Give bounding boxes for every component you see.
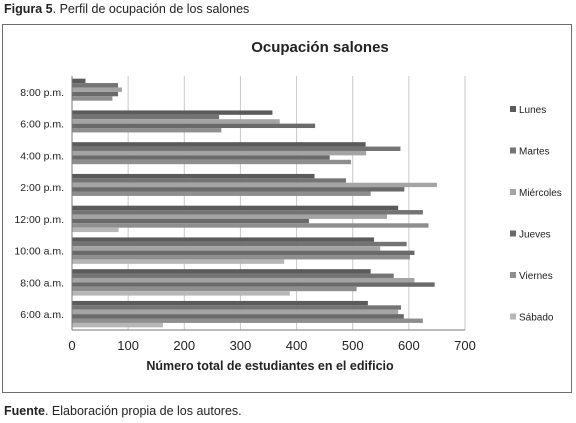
bar-jueves-4 bbox=[72, 187, 405, 192]
bar-jueves-5 bbox=[72, 155, 330, 160]
bar-miércoles-3 bbox=[72, 214, 387, 219]
bar-sábado-2 bbox=[72, 259, 285, 264]
source-label: Fuente bbox=[4, 404, 45, 418]
y-tick-label: 2:00 p.m. bbox=[20, 182, 64, 194]
bar-lunes-2 bbox=[72, 237, 375, 242]
y-tick-label: 4:00 p.m. bbox=[20, 150, 64, 162]
legend-swatch bbox=[510, 147, 516, 154]
bar-martes-1 bbox=[72, 273, 394, 278]
bar-lunes-7 bbox=[72, 78, 86, 84]
bar-miércoles-0 bbox=[72, 309, 399, 315]
figure-caption-text: . Perfil de ocupación de los salones bbox=[52, 2, 250, 16]
bar-miércoles-6 bbox=[72, 119, 280, 124]
bar-miércoles-4 bbox=[72, 182, 437, 188]
bar-miércoles-7 bbox=[72, 87, 122, 92]
bar-viernes-3 bbox=[72, 223, 429, 228]
bar-martes-0 bbox=[72, 305, 401, 310]
x-tick-label: 600 bbox=[398, 338, 420, 353]
x-axis-title: Número total de estudiantes en el edific… bbox=[146, 359, 394, 373]
source-text: . Elaboración propia de los autores. bbox=[44, 404, 242, 418]
x-tick-label: 200 bbox=[173, 338, 195, 353]
legend-label: Martes bbox=[519, 147, 550, 158]
bar-martes-4 bbox=[72, 178, 346, 183]
axes: 0 100 200 300 400 500 600 700 6:00 a.m. 8:00 a.m.… bbox=[14, 76, 476, 353]
legend-label: Lunes bbox=[519, 105, 546, 116]
x-tick-label: 0 bbox=[68, 338, 75, 353]
chart-frame bbox=[2, 24, 572, 393]
bar-jueves-7 bbox=[72, 91, 119, 97]
bar-jueves-6 bbox=[72, 123, 316, 129]
x-tick-label: 700 bbox=[454, 338, 476, 353]
y-tick-label: 6:00 p.m. bbox=[20, 119, 64, 131]
bar-lunes-4 bbox=[72, 173, 315, 179]
source-note: Fuente. Elaboración propia de los autore… bbox=[4, 404, 242, 418]
bar-jueves-0 bbox=[72, 314, 404, 319]
legend-swatch bbox=[510, 272, 516, 278]
bar-viernes-1 bbox=[72, 286, 357, 292]
legend-label: Viernes bbox=[519, 271, 553, 282]
bar-martes-7 bbox=[72, 83, 119, 88]
bar-sábado-1 bbox=[72, 291, 290, 296]
bar-martes-2 bbox=[72, 241, 407, 247]
bar-viernes-7 bbox=[72, 96, 113, 101]
legend-swatch bbox=[510, 230, 516, 237]
legend-label: Miércoles bbox=[519, 188, 562, 199]
x-tick-label: 100 bbox=[117, 338, 139, 353]
legend-swatch bbox=[510, 313, 516, 320]
bar-martes-3 bbox=[72, 210, 423, 215]
legend-label: Jueves bbox=[519, 230, 551, 241]
legend-swatch bbox=[510, 106, 516, 112]
figure-label: Figura 5 bbox=[4, 2, 53, 16]
bar-martes-5 bbox=[72, 146, 401, 151]
bar-lunes-0 bbox=[72, 300, 368, 306]
bar-viernes-6 bbox=[72, 128, 222, 133]
y-tick-label: 12:00 p.m. bbox=[14, 214, 64, 226]
bar-viernes-4 bbox=[72, 191, 371, 196]
bar-lunes-6 bbox=[72, 110, 273, 115]
bar-jueves-3 bbox=[72, 218, 309, 224]
legend-label: Sábado bbox=[519, 313, 554, 324]
legend-swatch bbox=[510, 189, 516, 195]
y-tick-label: 6:00 a.m. bbox=[20, 309, 64, 321]
bar-jueves-1 bbox=[72, 282, 435, 287]
bar-miércoles-2 bbox=[72, 246, 381, 251]
y-tick-label: 10:00 a.m. bbox=[14, 246, 64, 258]
bar-miércoles-5 bbox=[72, 150, 367, 156]
bar-viernes-2 bbox=[72, 255, 410, 260]
bar-lunes-1 bbox=[72, 269, 371, 274]
occupancy-chart: 0 100 200 300 400 500 600 700 6:00 a.m. 8:00 a.m.… bbox=[14, 39, 562, 373]
legend: Lunes Martes Miércoles Jueves Viernes Sábado bbox=[510, 105, 562, 324]
bar-sábado-0 bbox=[72, 322, 163, 328]
bar-lunes-5 bbox=[72, 142, 366, 147]
bar-viernes-0 bbox=[72, 318, 423, 323]
bars bbox=[72, 78, 437, 328]
x-tick-label: 500 bbox=[342, 338, 364, 353]
x-tick-label: 400 bbox=[286, 338, 308, 353]
y-tick-label: 8:00 a.m. bbox=[20, 277, 64, 289]
y-tick-label: 8:00 p.m. bbox=[20, 87, 64, 99]
x-tick-label: 300 bbox=[230, 338, 252, 353]
figure-caption: Figura 5. Perfil de ocupación de los sal… bbox=[4, 2, 249, 16]
bar-martes-6 bbox=[72, 114, 220, 120]
bar-viernes-5 bbox=[72, 159, 352, 165]
bar-miércoles-1 bbox=[72, 277, 415, 283]
bar-jueves-2 bbox=[72, 250, 415, 256]
bar-sábado-3 bbox=[72, 227, 119, 233]
chart-title: Ocupación salones bbox=[251, 39, 389, 56]
bar-lunes-3 bbox=[72, 205, 399, 211]
